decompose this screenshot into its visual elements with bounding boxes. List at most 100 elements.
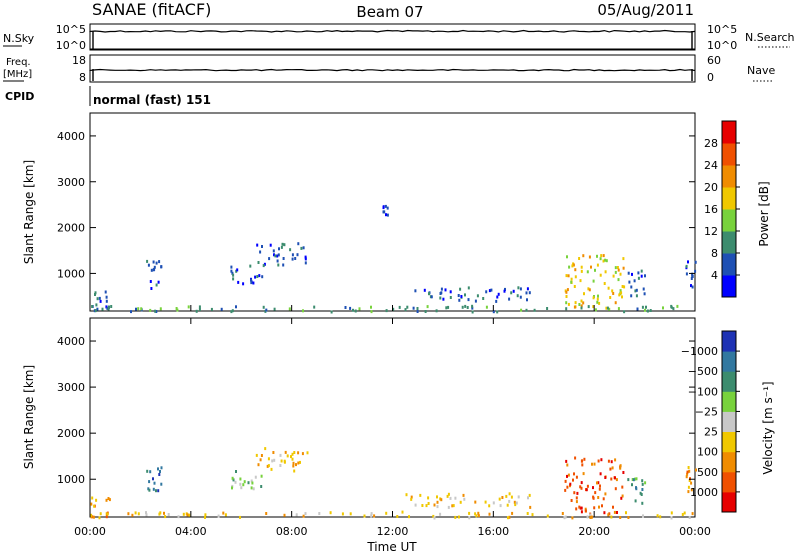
echo-cell (195, 309, 198, 313)
echo-cell (565, 301, 568, 305)
echo-cell (688, 516, 691, 519)
echo-cell (447, 305, 450, 309)
echo-cell (508, 297, 511, 301)
echo-cell (358, 307, 361, 311)
echo-cell (573, 305, 576, 309)
echo-cell (529, 505, 532, 509)
echo-cell (581, 459, 584, 463)
echo-cell (267, 457, 270, 461)
echo-cell (254, 275, 257, 279)
echo-cell (279, 453, 282, 457)
echo-cell (477, 514, 480, 518)
echo-cell (252, 281, 255, 285)
echo-cell (462, 493, 465, 497)
echo-cell (210, 307, 213, 311)
echo-cell (220, 307, 223, 311)
echo-cell (459, 287, 462, 291)
echo-cell (587, 287, 590, 291)
station-title: SANAE (fitACF) (92, 0, 211, 19)
echo-cell (612, 274, 615, 278)
echo-cell (614, 266, 617, 270)
echo-cell (687, 260, 689, 264)
echo-cell (687, 490, 690, 494)
echo-cell (258, 274, 261, 278)
echo-cell (96, 307, 99, 311)
colorbar-swatch (722, 143, 736, 166)
colorbar-swatch (722, 411, 736, 432)
freq-panel: Freq. [MHz] 18 8 60 0 Nave (3, 54, 775, 84)
echo-cell (593, 506, 596, 510)
echo-cell (607, 286, 610, 290)
echo-cell (623, 310, 626, 314)
echo-cell (277, 263, 280, 267)
echo-cell (598, 487, 601, 491)
echo-cell (148, 480, 151, 484)
echo-cell (525, 308, 528, 312)
echo-cell (614, 487, 617, 491)
echo-cell (619, 289, 622, 293)
echo-cell (617, 278, 620, 282)
echo-cell (235, 470, 237, 473)
echo-cell (98, 516, 101, 520)
echo-cell (579, 279, 582, 283)
echo-cell (604, 258, 607, 262)
echo-cell (691, 512, 694, 516)
y-tick-label: 4000 (57, 335, 85, 348)
echo-cell (592, 279, 595, 283)
echo-cell (616, 266, 619, 269)
echo-cell (231, 309, 234, 313)
echo-cell (163, 511, 165, 515)
echo-cell (439, 497, 442, 501)
echo-cell (602, 497, 605, 501)
echo-cell (630, 285, 633, 289)
echo-cell (482, 297, 485, 300)
y-tick-label: 3000 (57, 381, 85, 394)
echo-cell (282, 257, 285, 260)
noise-line (89, 29, 696, 33)
echo-cell (474, 500, 477, 504)
colorbar-tick-label: −1000 (681, 345, 718, 358)
echo-cell (414, 289, 417, 293)
echo-cell (349, 306, 352, 310)
echo-cell (694, 269, 697, 273)
echo-cell (160, 482, 163, 486)
echo-cell (158, 260, 161, 264)
echo-cell (620, 496, 623, 500)
freq-right-tick-top: 60 (707, 54, 721, 67)
colorbar-tick-label: 4 (711, 269, 718, 282)
echo-cell (695, 468, 697, 472)
echo-cell (259, 458, 262, 462)
echo-cell (370, 305, 372, 309)
echo-cell (273, 307, 276, 311)
freq-right-tick-bottom: 0 (707, 71, 714, 84)
echo-cell (574, 268, 577, 272)
echo-cell (236, 268, 239, 272)
echo-cell (610, 515, 613, 519)
echo-cell (230, 265, 233, 269)
echo-cell (580, 306, 583, 310)
echo-cell (302, 246, 305, 250)
echo-cell (492, 501, 495, 505)
echo-cell (385, 309, 388, 313)
echo-cell (508, 499, 511, 503)
echo-cell (101, 307, 104, 311)
time-x-ticks: 00:00 04:00 08:00 12:00 16:00 20:00 00:00 (74, 305, 711, 538)
echo-cell (232, 273, 235, 277)
echo-cell (603, 282, 606, 285)
echo-cell (105, 299, 108, 303)
echo-cell (611, 289, 614, 293)
noise-left-tick-top: 10^5 (56, 23, 86, 36)
echo-cell (526, 512, 529, 515)
echo-cell (583, 457, 586, 461)
echo-cell (304, 257, 307, 261)
echo-cell (274, 254, 277, 258)
echo-cell (605, 259, 608, 263)
echo-cell (446, 494, 449, 498)
echo-cell (94, 291, 97, 295)
echo-cell (641, 482, 644, 486)
echo-cell (641, 488, 644, 491)
echo-cell (690, 488, 693, 492)
echo-cell (641, 305, 644, 309)
echo-cell (426, 305, 429, 309)
echo-cell (421, 504, 424, 507)
